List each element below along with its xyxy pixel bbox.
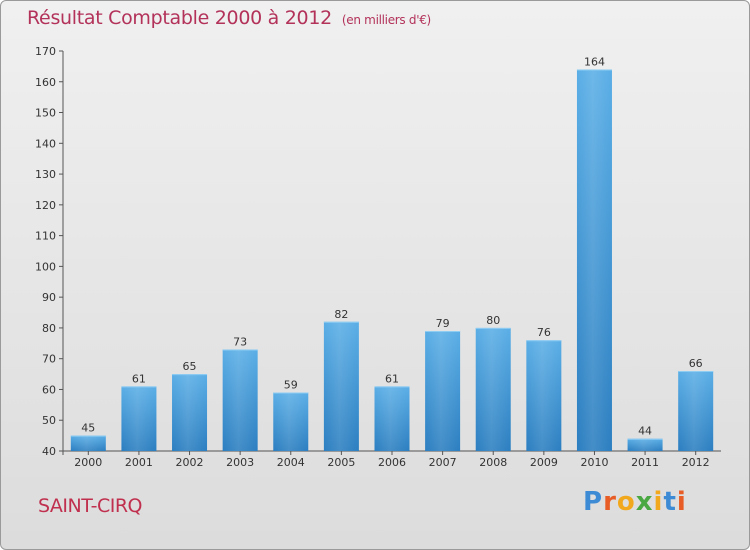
data-label: 79 [436, 317, 450, 330]
x-tick-label: 2009 [530, 456, 558, 469]
data-label: 76 [537, 326, 551, 339]
proxiti-logo[interactable]: Proxiti [583, 487, 687, 517]
bar-shine [627, 438, 663, 451]
x-tick-label: 2000 [74, 456, 102, 469]
bar-shine [273, 392, 309, 451]
data-label: 65 [183, 360, 197, 373]
data-label: 61 [385, 372, 399, 385]
y-tick-label: 120 [35, 199, 56, 212]
y-tick-label: 100 [35, 260, 56, 273]
y-tick-label: 130 [35, 168, 56, 181]
x-tick-label: 2003 [226, 456, 254, 469]
brand-letter: i [653, 487, 664, 517]
y-tick-label: 160 [35, 76, 56, 89]
y-tick-label: 110 [35, 230, 56, 243]
data-label: 44 [638, 425, 652, 438]
data-label: 66 [689, 357, 703, 370]
x-tick-label: 2010 [580, 456, 608, 469]
bar-shine [576, 69, 612, 451]
data-label: 73 [233, 335, 247, 348]
brand-letter: o [616, 487, 636, 517]
x-tick-label: 2012 [682, 456, 710, 469]
x-tick-label: 2004 [277, 456, 305, 469]
bar-shine [172, 374, 208, 451]
bar-shine [678, 371, 714, 451]
y-tick-label: 40 [42, 445, 56, 458]
y-tick-label: 90 [42, 291, 56, 304]
x-tick-label: 2008 [479, 456, 507, 469]
y-tick-label: 60 [42, 383, 56, 396]
data-label: 164 [584, 55, 605, 68]
bar-shine [475, 327, 511, 451]
x-tick-label: 2011 [631, 456, 659, 469]
data-label: 80 [486, 314, 500, 327]
brand-letter: i [676, 487, 687, 517]
data-label: 59 [284, 379, 298, 392]
bar-shine [374, 386, 410, 451]
chart-subtitle: (en milliers d'€) [341, 13, 431, 27]
y-tick-label: 70 [42, 353, 56, 366]
chart-title: Résultat Comptable 2000 à 2012 (en millie… [27, 7, 431, 29]
brand-letter: t [663, 487, 677, 517]
bar-shine [222, 349, 258, 451]
brand-letter: x [635, 487, 654, 517]
y-tick-label: 50 [42, 414, 56, 427]
brand-letter: r [603, 487, 617, 517]
data-label: 61 [132, 372, 146, 385]
chart-title-text: Résultat Comptable 2000 à 2012 [27, 7, 332, 29]
y-tick-label: 170 [35, 45, 56, 58]
y-tick-label: 140 [35, 137, 56, 150]
bar-shine [70, 435, 106, 451]
y-tick-label: 80 [42, 322, 56, 335]
town-name: SAINT-CIRQ [38, 495, 142, 517]
bar-shine [121, 386, 157, 451]
x-tick-label: 2002 [176, 456, 204, 469]
y-tick-label: 150 [35, 107, 56, 120]
x-tick-label: 2005 [327, 456, 355, 469]
x-tick-label: 2007 [429, 456, 457, 469]
bar-shine [425, 331, 461, 451]
x-tick-label: 2001 [125, 456, 153, 469]
data-label: 82 [334, 308, 348, 321]
data-label: 45 [81, 422, 95, 435]
x-tick-label: 2006 [378, 456, 406, 469]
brand-letter: P [583, 487, 604, 517]
bar-shine [526, 340, 562, 451]
bar-shine [323, 321, 359, 451]
